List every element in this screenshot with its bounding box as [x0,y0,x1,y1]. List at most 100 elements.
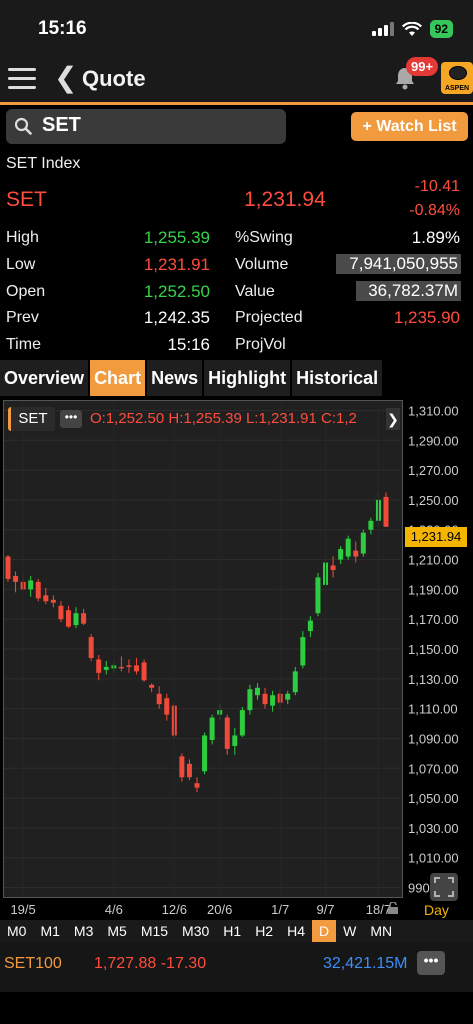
chart-ohlc-readout: O:1,252.50 H:1,255.39 L:1,231.91 C:1,2 [90,410,357,427]
y-tick-label: 1,250.00 [408,493,459,508]
x-tick-label: 18/7 [366,902,391,917]
footer-more-button[interactable]: ••• [417,951,445,975]
candle-body [232,735,238,746]
tab-overview[interactable]: Overview [0,360,89,396]
status-bar [0,0,473,56]
candle-body [179,756,185,778]
candle-body [149,684,155,688]
signal-icon [371,22,394,36]
candle-body [338,549,344,560]
timeframe-d[interactable]: D [312,920,337,942]
timeframe-h1[interactable]: H1 [223,923,242,939]
candle-body [13,575,19,582]
x-tick-label: 4/6 [105,902,123,917]
stat-value-prev: 1,242.35 [143,308,210,327]
y-tick-label: 1,030.00 [408,821,459,836]
stat-value-volume: 7,941,050,955 [336,254,461,274]
stat-label-value: Value [235,283,275,300]
chart-options-button[interactable]: ••• [60,410,82,428]
chevron-right-icon[interactable]: ❯ [386,408,400,430]
notification-badge[interactable]: 99+ [406,57,439,76]
timeframe-m5[interactable]: M5 [107,923,127,939]
x-tick-label: 1/7 [271,902,289,917]
candle-body [73,613,79,626]
candle-body [58,605,64,620]
y-tick-label: 1,110.00 [408,702,458,717]
candle-body [28,580,34,590]
y-tick-label: 1,150.00 [408,642,459,657]
candle-body [81,613,87,624]
y-tick-label: 1,090.00 [408,731,459,746]
last-price: 1,231.94 [244,188,326,211]
candle-body [186,763,192,778]
wifi-icon [401,21,422,36]
timeframe-m3[interactable]: M3 [73,923,94,939]
last-price-tag: 1,231.94 [405,527,467,547]
candle-body [156,693,162,705]
status-time: 15:16 [38,18,87,39]
timeframe-m30[interactable]: M30 [182,923,210,939]
add-watchlist-button[interactable]: + Watch List [351,112,468,141]
stat-label-time: Time [6,336,41,353]
price-change-percent: -0.84% [409,202,460,219]
tab-news[interactable]: News [147,360,203,396]
candle-body [5,556,11,579]
hamburger-menu-icon[interactable] [8,68,36,90]
status-icons: 92 [371,20,453,38]
timeframe-w[interactable]: W [343,923,357,939]
candle-body [285,693,291,700]
stat-value-low: 1,231.91 [143,255,210,274]
timeframe-bar: M0 M1 M3 M5 M15 M30 H1 H2 H4 D W MN [0,920,473,942]
tab-highlight[interactable]: Highlight [204,360,291,396]
timeframe-m15[interactable]: M15 [140,923,169,939]
stat-value-projected: 1,235.90 [393,308,460,327]
timeframe-mn[interactable]: MN [370,923,393,939]
candle-body [383,496,389,527]
stat-label-projected: Projected [235,309,303,326]
timeframe-h2[interactable]: H2 [255,923,274,939]
x-tick-label: 19/5 [10,902,35,917]
search-input[interactable] [6,109,286,144]
period-label: Day [424,902,449,918]
lock-icon[interactable] [387,902,399,914]
candle-body [360,532,366,554]
candle-body [368,520,374,530]
footer-symbol[interactable]: SET100 [4,955,62,972]
index-name: SET Index [6,155,81,172]
back-chevron-icon[interactable]: ❮ [54,62,78,93]
candle-body [307,620,313,632]
stat-value-open: 1,252.50 [143,282,210,301]
candle-body [65,610,71,627]
search-icon [14,117,32,135]
stat-label-volume: Volume [235,256,289,273]
timeframe-m1[interactable]: M1 [40,923,60,939]
battery-indicator: 92 [429,20,453,38]
candle-body [50,599,56,603]
candle-body [194,783,200,788]
candle-body [118,666,124,669]
candle-body [224,717,230,749]
page-title: Quote [82,66,146,91]
app-logo[interactable]: ASPEN [441,62,473,94]
candle-body [345,538,351,557]
stat-value-value: 36,782.37M [356,281,461,301]
tab-chart[interactable]: Chart [90,360,146,396]
stat-label-prev: Prev [6,309,39,326]
candle-body [247,689,253,711]
timeframe-m0[interactable]: M0 [7,923,27,939]
y-tick-label: 1,270.00 [408,463,459,478]
ticker-footer [0,942,473,992]
footer-volume: 32,421.15M [323,955,408,972]
expand-icon[interactable] [430,873,458,901]
candle-body [300,637,306,666]
timeframe-h4[interactable]: H4 [287,923,305,939]
stat-label-swing: %Swing [235,229,293,246]
stat-value-high: 1,255.39 [143,228,210,247]
chart-symbol-label[interactable]: SET [8,407,55,431]
search-value[interactable]: SET [42,114,81,136]
y-tick-label: 1,010.00 [408,851,459,866]
quote-tabs: Overview Chart News Highlight Historical [0,360,384,396]
tab-historical[interactable]: Historical [292,360,383,396]
price-change: -10.41 [414,178,460,195]
candlestick-chart[interactable]: 1,310.001,290.001,270.001,250.001,230.00… [0,400,473,920]
